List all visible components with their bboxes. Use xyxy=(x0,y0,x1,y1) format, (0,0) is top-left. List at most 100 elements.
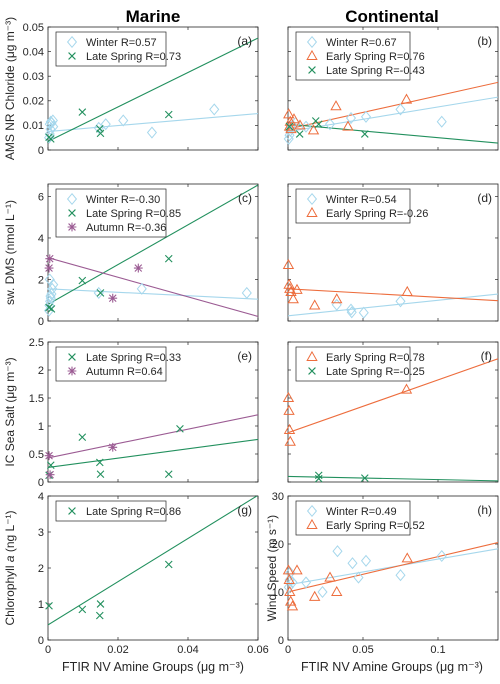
data-point-winter xyxy=(47,114,58,127)
plot-frame xyxy=(47,26,259,151)
data-point-late-spring xyxy=(45,601,53,610)
legend-entry: Late Spring R=0.85 xyxy=(86,208,181,220)
data-point-winter xyxy=(346,306,357,319)
data-point-early-spring xyxy=(283,108,295,119)
data-point-winter xyxy=(285,566,296,579)
legend-marker xyxy=(67,222,77,232)
plot-frame xyxy=(47,183,259,322)
y-tick-label: 2 xyxy=(38,563,44,575)
data-point-late-spring xyxy=(96,600,105,608)
legend-entry: Late Spring R=-0.43 xyxy=(326,65,425,77)
legend-box xyxy=(55,346,167,382)
data-point-late-spring xyxy=(360,130,369,138)
y-tick-label: 3 xyxy=(38,527,44,539)
legend-entry: Late Spring R=0.86 xyxy=(86,506,181,518)
legend: Winter R=0.54 Early Spring R=-0.26 xyxy=(295,188,428,224)
column-title-continental: Continental xyxy=(345,7,439,26)
legend-marker xyxy=(308,367,316,375)
data-point-early-spring xyxy=(401,285,413,296)
fit-line-late-spring xyxy=(48,184,258,305)
legend-marker xyxy=(308,66,316,74)
panel-label: (h) xyxy=(477,503,492,517)
fit-line-winter xyxy=(288,96,498,133)
legend-entry: Late Spring R=-0.25 xyxy=(326,366,425,378)
plot-frame xyxy=(287,341,499,483)
y-axis-label: sw. DMS (nmol L⁻¹) xyxy=(3,200,17,305)
legend: Winter R=0.49 Early Spring R=0.52 xyxy=(295,500,425,536)
data-point-early-spring xyxy=(287,293,299,304)
x-tick-label: 0.06 xyxy=(247,644,268,656)
y-tick-label: 1 xyxy=(38,421,44,433)
legend: Winter R=0.67 Early Spring R=0.76 Late Spr… xyxy=(295,31,425,81)
y-tick-label: 0.03 xyxy=(23,71,44,83)
data-point-winter xyxy=(345,303,357,316)
column-title-marine: Marine xyxy=(126,7,181,26)
panel-g: 0 0.02 0.04 0.06 0 1 2 3 4 Chlorophyll a (ng L⁻¹)… xyxy=(3,491,269,656)
data-point-winter xyxy=(353,571,364,584)
data-point-winter xyxy=(146,126,158,139)
data-point-late-spring xyxy=(95,611,104,620)
data-point-winter xyxy=(331,298,342,311)
legend: Winter R=0.57 Late Spring R=0.73 xyxy=(55,31,181,67)
y-tick-label: 2.5 xyxy=(29,337,44,349)
data-point-late-spring xyxy=(78,605,87,614)
fit-line-late-spring xyxy=(48,496,258,626)
plot-frame xyxy=(287,183,499,322)
legend-box xyxy=(55,500,167,522)
data-point-winter xyxy=(358,306,369,319)
legend-entry: Early Spring R=0.78 xyxy=(326,352,425,364)
data-point-winter xyxy=(395,569,406,582)
x-tick-label: 0.02 xyxy=(107,644,128,656)
panel-label: (b) xyxy=(477,34,492,48)
data-point-winter xyxy=(360,554,372,567)
legend-marker xyxy=(68,209,76,217)
y-tick-label: 20 xyxy=(272,539,284,551)
legend-marker xyxy=(68,353,76,361)
data-point-winter xyxy=(209,103,220,116)
data-point-winter xyxy=(46,287,57,301)
legend-marker xyxy=(306,206,318,218)
data-point-early-spring xyxy=(331,293,343,304)
data-point-early-spring xyxy=(330,100,342,111)
data-point-winter xyxy=(360,110,372,123)
legend-entry: Late Spring R=0.73 xyxy=(86,51,181,63)
data-point-autumn xyxy=(108,442,118,452)
data-point-early-spring xyxy=(283,404,295,415)
data-point-winter xyxy=(118,114,129,127)
data-point-early-spring xyxy=(284,435,296,446)
legend-entry: Winter R=-0.30 xyxy=(86,194,160,206)
panel-label: (e) xyxy=(237,349,252,363)
data-point-autumn xyxy=(44,451,54,461)
y-axis-label: Chlorophyll a (ng L⁻¹) xyxy=(3,510,17,625)
data-point-late-spring xyxy=(164,254,173,263)
chart-panels: 0 0.01 0.02 0.03 0.04 0.05 AMS NR Chloride (μg… xyxy=(3,17,499,656)
fit-line-early-spring xyxy=(288,81,498,130)
data-point-winter xyxy=(45,115,56,128)
y-tick-label: 0.01 xyxy=(23,120,44,132)
y-tick-label: 2 xyxy=(38,365,44,377)
legend-marker xyxy=(306,504,318,518)
data-point-early-spring xyxy=(282,391,295,403)
data-point-late-spring xyxy=(314,474,323,483)
data-point-early-spring xyxy=(307,124,320,135)
legend-marker xyxy=(66,192,78,206)
x-axis-label-continental: FTIR NV Amine Groups (μg m⁻³) xyxy=(301,660,483,674)
data-point-late-spring xyxy=(78,433,87,442)
data-point-early-spring xyxy=(309,590,321,601)
legend-marker xyxy=(306,192,318,206)
legend-marker xyxy=(306,350,318,362)
data-point-late-spring xyxy=(164,110,173,119)
data-point-winter xyxy=(44,273,55,286)
fit-line-late-spring xyxy=(288,475,498,482)
data-point-winter xyxy=(93,286,104,300)
data-point-winter xyxy=(436,115,447,128)
data-point-autumn xyxy=(45,470,55,480)
x-tick-label: 0.05 xyxy=(352,644,373,656)
fit-line-autumn xyxy=(48,414,258,459)
data-point-early-spring xyxy=(288,113,300,124)
y-axis-label: IC Sea Salt (μg m⁻³) xyxy=(3,357,17,466)
legend-marker xyxy=(306,518,318,530)
data-point-late-spring xyxy=(46,135,55,143)
legend-box xyxy=(295,500,411,536)
y-tick-label: 0 xyxy=(38,477,44,489)
